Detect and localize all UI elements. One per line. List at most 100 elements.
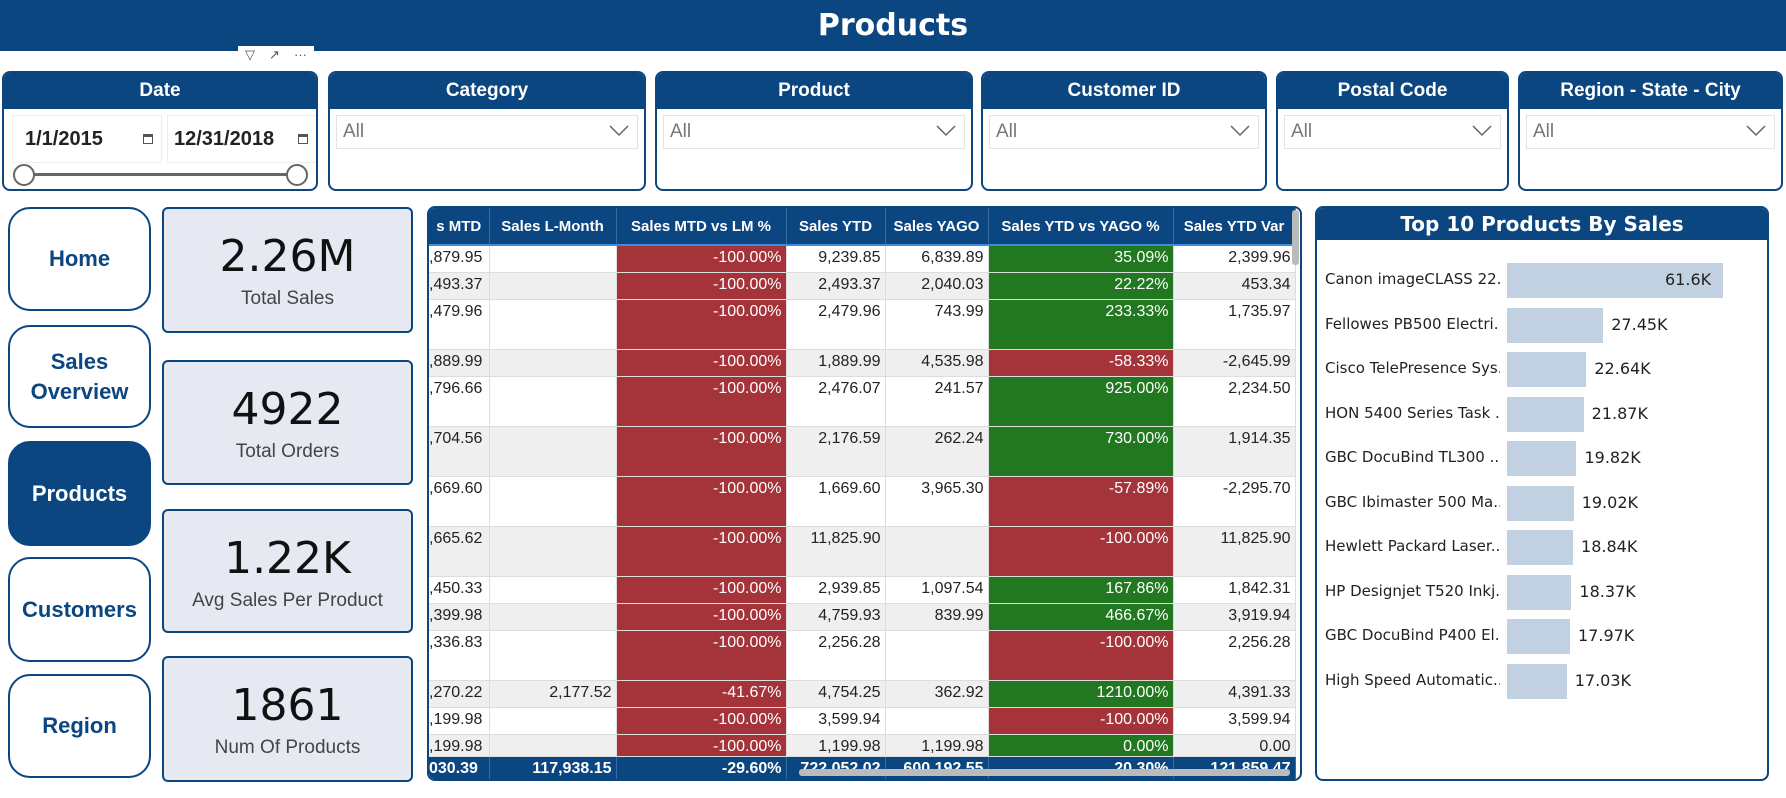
dropdown-value: All bbox=[1291, 121, 1313, 142]
vertical-scrollbar[interactable] bbox=[1292, 210, 1299, 265]
table-cell: 1,097.54 bbox=[885, 576, 989, 604]
table-cell: 2,939.85 bbox=[786, 576, 886, 604]
table-cell: 1,735.97 bbox=[1173, 299, 1296, 350]
bar[interactable] bbox=[1507, 352, 1587, 387]
bar[interactable] bbox=[1507, 441, 1577, 476]
nav-products-button[interactable]: Products bbox=[8, 441, 151, 546]
column-header[interactable]: s MTD bbox=[429, 208, 490, 246]
table-cell: 1,199.98 bbox=[786, 734, 886, 757]
table-cell: 925.00% bbox=[988, 376, 1174, 427]
date-range-track[interactable] bbox=[24, 173, 294, 176]
bar[interactable] bbox=[1507, 485, 1574, 521]
column-header[interactable]: Sales YTD bbox=[786, 208, 886, 246]
bar[interactable] bbox=[1507, 396, 1584, 432]
sales-comparison-table: s MTD Sales L-Month Sales MTD vs LM % Sales… bbox=[427, 206, 1302, 781]
table-cell: ,493.37 bbox=[429, 272, 490, 300]
calendar-icon[interactable] bbox=[143, 134, 153, 144]
column-header[interactable]: Sales YTD vs YAGO % bbox=[988, 208, 1174, 246]
horizontal-scrollbar[interactable] bbox=[799, 769, 1290, 776]
kpi-label: Num Of Products bbox=[214, 737, 361, 758]
table-cell: 1,914.35 bbox=[1173, 426, 1296, 477]
table-cell: 1,669.60 bbox=[786, 476, 886, 527]
kpi-value: 4922 bbox=[231, 384, 344, 435]
table-cell: 362.92 bbox=[885, 680, 989, 708]
chevron-down-icon bbox=[1230, 125, 1250, 137]
table-row: ,199.98 -100.00% 1,199.98 1,199.98 0.00% 0.00 bbox=[429, 734, 1296, 757]
table-cell: -100.00% bbox=[616, 734, 787, 757]
bar-category-label: High Speed Automatic... bbox=[1325, 670, 1500, 689]
end-slider-handle[interactable] bbox=[286, 164, 308, 186]
table-cell: -100.00% bbox=[616, 426, 787, 477]
bar-data-label: 17.03K bbox=[1574, 670, 1631, 690]
bar-data-label: 17.97K bbox=[1578, 626, 1635, 645]
postal-code-dropdown[interactable]: All bbox=[1284, 115, 1501, 149]
table-cell: 2,176.59 bbox=[786, 426, 886, 477]
table-cell: ,450.33 bbox=[429, 576, 490, 604]
table-cell: 0.00 bbox=[1173, 734, 1296, 757]
bar-data-label: 27.45K bbox=[1611, 314, 1668, 334]
category-dropdown[interactable]: All bbox=[336, 115, 638, 149]
table-cell: 466.67% bbox=[988, 603, 1174, 631]
focus-mode-icon[interactable]: ↗ bbox=[269, 46, 280, 62]
table-row: ,704.56 -100.00% 2,176.59 262.24 730.00% 1,91… bbox=[429, 426, 1296, 477]
table-cell: ,199.98 bbox=[429, 707, 490, 735]
bar[interactable] bbox=[1507, 263, 1723, 298]
table-cell: 2,476.07 bbox=[786, 376, 886, 427]
table-cell bbox=[489, 603, 617, 631]
bar-data-label: 19.82K bbox=[1584, 448, 1641, 467]
column-header[interactable]: Sales YAGO bbox=[885, 208, 989, 246]
nav-home-button[interactable]: Home bbox=[8, 207, 151, 311]
nav-sales-overview-button[interactable]: Sales Overview bbox=[8, 325, 151, 428]
table-cell: 11,825.90 bbox=[786, 526, 886, 577]
nav-region-button[interactable]: Region bbox=[8, 674, 151, 778]
more-options-icon[interactable]: ··· bbox=[293, 47, 307, 62]
table-cell: 22.22% bbox=[988, 272, 1174, 300]
page-title: Products bbox=[0, 0, 1786, 51]
bar[interactable] bbox=[1507, 307, 1604, 343]
table-cell: 1210.00% bbox=[988, 680, 1174, 708]
table-cell bbox=[489, 299, 617, 350]
column-header[interactable]: Sales YTD Var bbox=[1173, 208, 1296, 246]
table-cell: ,270.22 bbox=[429, 680, 490, 708]
bar[interactable] bbox=[1507, 574, 1572, 610]
table-row: ,479.96 -100.00% 2,479.96 743.99 233.33% 1,73… bbox=[429, 299, 1296, 350]
slicer-title: Date bbox=[4, 73, 316, 109]
dropdown-value: All bbox=[996, 121, 1018, 142]
slicer-title: Category bbox=[330, 73, 644, 109]
region-dropdown[interactable]: All bbox=[1526, 115, 1775, 149]
calendar-icon[interactable] bbox=[298, 134, 308, 144]
table-cell: -100.00% bbox=[616, 707, 787, 735]
table-cell: -58.33% bbox=[988, 349, 1174, 377]
table-cell: -100.00% bbox=[616, 299, 787, 350]
filter-icon[interactable]: ▽ bbox=[245, 46, 256, 62]
table-cell: -57.89% bbox=[988, 476, 1174, 527]
postal-code-slicer: Postal Code All bbox=[1276, 71, 1509, 191]
table-cell bbox=[885, 526, 989, 577]
table-cell: 839.99 bbox=[885, 603, 989, 631]
table-cell: 2,256.28 bbox=[1173, 630, 1296, 681]
table-cell: 1,199.98 bbox=[885, 734, 989, 757]
customer-id-dropdown[interactable]: All bbox=[989, 115, 1259, 149]
slicer-title: Product bbox=[657, 73, 971, 109]
table-cell: -100.00% bbox=[616, 603, 787, 631]
column-header[interactable]: Sales MTD vs LM % bbox=[616, 208, 787, 246]
table-cell: -100.00% bbox=[616, 630, 787, 681]
bar-data-label: 22.64K bbox=[1594, 359, 1651, 378]
start-slider-handle[interactable] bbox=[13, 164, 35, 186]
table-cell: -100.00% bbox=[988, 630, 1174, 681]
table-cell: ,665.62 bbox=[429, 526, 490, 577]
table-cell: ,704.56 bbox=[429, 426, 490, 477]
table-cell: 167.86% bbox=[988, 576, 1174, 604]
end-date-input[interactable]: 12/31/2018 bbox=[167, 115, 316, 163]
table-cell: 4,391.33 bbox=[1173, 680, 1296, 708]
bar[interactable] bbox=[1507, 663, 1567, 699]
product-dropdown[interactable]: All bbox=[663, 115, 965, 149]
table-row: ,669.60 -100.00% 1,669.60 3,965.30 -57.89% -2… bbox=[429, 476, 1296, 527]
bar[interactable] bbox=[1507, 619, 1570, 654]
bar[interactable] bbox=[1507, 530, 1574, 565]
table-cell: 730.00% bbox=[988, 426, 1174, 477]
nav-customers-button[interactable]: Customers bbox=[8, 557, 151, 662]
table-cell: 3,919.94 bbox=[1173, 603, 1296, 631]
column-header[interactable]: Sales L-Month bbox=[489, 208, 617, 246]
start-date-input[interactable]: 1/1/2015 bbox=[12, 115, 162, 163]
